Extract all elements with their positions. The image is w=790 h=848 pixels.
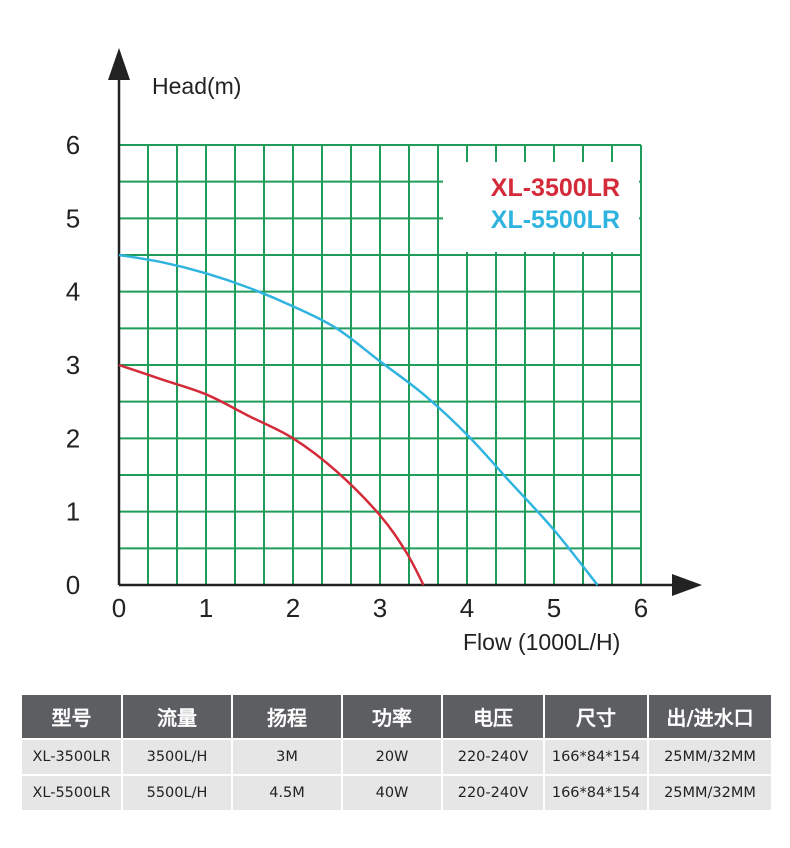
- series-line-xl-5500lr: [118, 253, 599, 586]
- table-cell: XL-3500LR: [20, 738, 123, 776]
- y-axis-title: Head(m): [152, 73, 241, 99]
- legend-entry: XL-3500LR: [491, 174, 620, 202]
- axes: [108, 48, 702, 596]
- table-header-row: 型号 流量 扬程 功率 电压 尺寸 出/进水口: [20, 693, 773, 740]
- x-tick-labels: 0 1 2 3 4 5 6: [112, 593, 648, 623]
- header-flow: 流量: [121, 693, 233, 740]
- y-tick-label: 6: [66, 130, 80, 160]
- y-axis-arrow: [108, 48, 130, 80]
- y-tick-label: 5: [66, 203, 80, 233]
- table-cell: 220-240V: [441, 738, 545, 776]
- legend-background: [443, 162, 639, 252]
- x-tick-label: 6: [634, 593, 648, 623]
- x-tick-label: 4: [460, 593, 474, 623]
- header-size: 尺寸: [543, 693, 649, 740]
- table-cell: 25MM/32MM: [647, 774, 773, 812]
- table-cell: 40W: [341, 774, 443, 812]
- table-row: XL-5500LR 5500L/H 4.5M 40W 220-240V 166*…: [20, 774, 773, 812]
- header-power: 功率: [341, 693, 443, 740]
- x-tick-label: 1: [199, 593, 213, 623]
- header-head: 扬程: [231, 693, 343, 740]
- x-tick-label: 5: [547, 593, 561, 623]
- y-tick-label: 3: [66, 350, 80, 380]
- header-model: 型号: [20, 693, 123, 740]
- y-tick-label: 0: [66, 570, 80, 600]
- table-cell: 20W: [341, 738, 443, 776]
- table-cell: 220-240V: [441, 774, 545, 812]
- y-tick-label: 4: [66, 277, 80, 307]
- spec-table: 型号 流量 扬程 功率 电压 尺寸 出/进水口 XL-3500LR 3500L/…: [20, 693, 773, 812]
- x-tick-label: 2: [286, 593, 300, 623]
- table-cell: 25MM/32MM: [647, 738, 773, 776]
- series-line-xl-3500lr: [118, 363, 425, 586]
- x-tick-label: 0: [112, 593, 126, 623]
- table-cell: 3M: [231, 738, 343, 776]
- y-tick-label: 1: [66, 497, 80, 527]
- table-cell: 3500L/H: [121, 738, 233, 776]
- legend: XL-3500LR XL-5500LR: [443, 162, 639, 252]
- table-cell: XL-5500LR: [20, 774, 123, 812]
- table-cell: 166*84*154: [543, 738, 649, 776]
- y-tick-labels: 0 1 2 3 4 5 6: [66, 130, 80, 600]
- table-cell: 5500L/H: [121, 774, 233, 812]
- table-cell: 4.5M: [231, 774, 343, 812]
- x-axis-arrow: [672, 574, 702, 596]
- pump-curve-chart: 0 1 2 3 4 5 6 0 1 2 3 4 5 6 XL-3500LR XL-5500LR Head(…: [66, 48, 702, 655]
- table-row: XL-3500LR 3500L/H 3M 20W 220-240V 166*84…: [20, 738, 773, 776]
- y-tick-label: 2: [66, 423, 80, 453]
- legend-entry: XL-5500LR: [491, 206, 620, 234]
- header-voltage: 电压: [441, 693, 545, 740]
- table-cell: 166*84*154: [543, 774, 649, 812]
- x-axis-title: Flow (1000L/H): [463, 629, 620, 655]
- x-tick-label: 3: [373, 593, 387, 623]
- series-lines: [118, 253, 599, 586]
- header-outlet-inlet: 出/进水口: [647, 693, 773, 740]
